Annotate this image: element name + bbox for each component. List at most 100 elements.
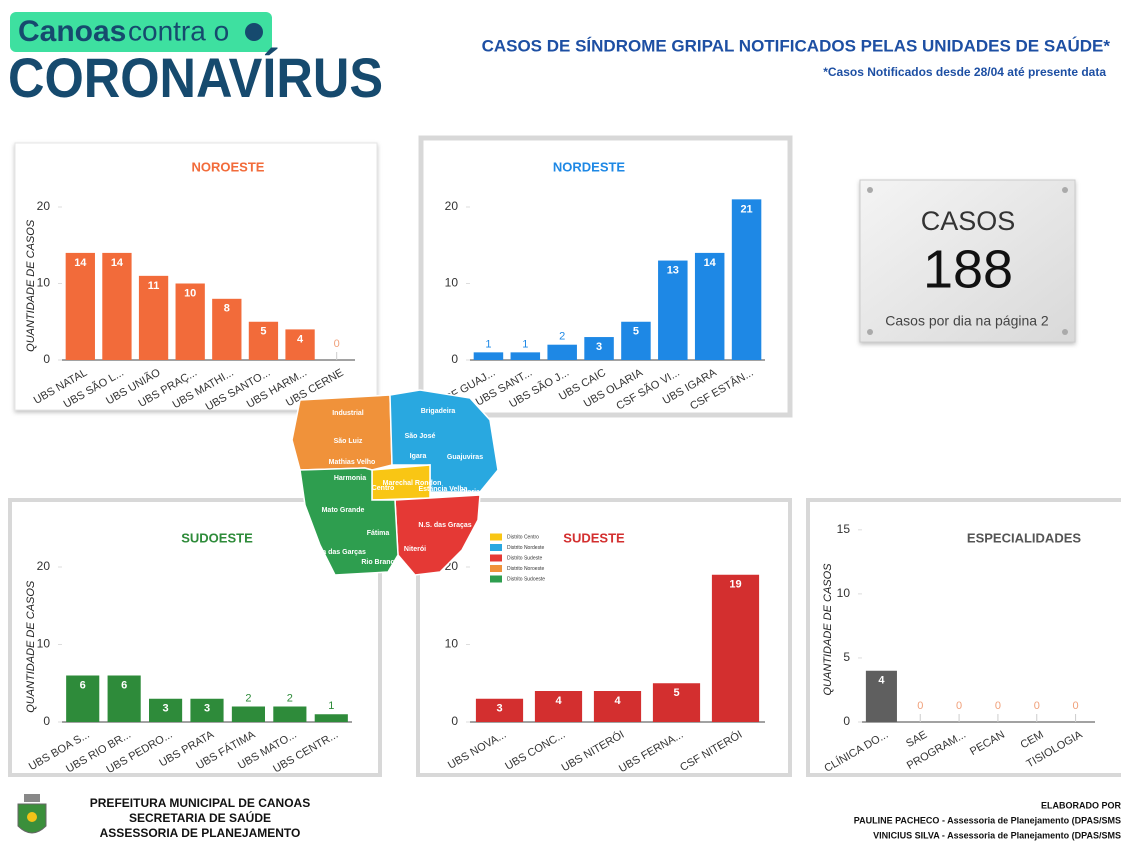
map-legend-label: Distrito Noroeste bbox=[507, 566, 544, 572]
bar bbox=[510, 352, 541, 360]
bar bbox=[731, 199, 762, 360]
data-label: 4 bbox=[555, 695, 562, 707]
map-legend-swatch bbox=[490, 565, 502, 572]
data-label: 0 bbox=[334, 338, 340, 350]
pin bbox=[867, 187, 873, 193]
bar bbox=[248, 321, 279, 360]
data-label: 2 bbox=[287, 692, 293, 704]
logo-virus bbox=[245, 23, 263, 41]
bar bbox=[102, 252, 132, 360]
data-label: 8 bbox=[224, 303, 230, 315]
bar bbox=[547, 344, 577, 360]
data-label: 14 bbox=[111, 257, 124, 269]
data-label: 14 bbox=[704, 257, 717, 269]
data-label: 2 bbox=[559, 331, 565, 343]
bar bbox=[711, 574, 760, 722]
map-label: São Luiz bbox=[334, 438, 363, 445]
data-label: 1 bbox=[485, 338, 491, 350]
bar bbox=[285, 329, 315, 360]
map-label: Mathias Velho bbox=[329, 459, 376, 466]
chart-title: SUDOESTE bbox=[181, 530, 253, 545]
map-legend-label: Distrito Centro bbox=[507, 534, 539, 540]
map-legend-label: Distrito Nordeste bbox=[507, 545, 544, 551]
bar bbox=[65, 252, 95, 360]
y-tick-label: 0 bbox=[451, 714, 458, 728]
map-label: Marechal Rondon bbox=[383, 480, 442, 487]
bar bbox=[473, 352, 504, 360]
y-axis-label: QUANTIDADE DE CASOS bbox=[25, 580, 37, 713]
data-label: 0 bbox=[956, 700, 962, 712]
scorecard bbox=[859, 179, 1076, 343]
pin bbox=[867, 329, 873, 335]
bar bbox=[190, 698, 224, 722]
data-label: 3 bbox=[163, 703, 169, 715]
page-title: CASOS DE SÍNDROME GRIPAL NOTIFICADOS PEL… bbox=[482, 36, 1111, 55]
bar bbox=[694, 252, 725, 360]
scorecard-caption: Casos por dia na página 2 bbox=[885, 313, 1049, 329]
bar bbox=[475, 698, 524, 722]
page-subtitle: *Casos Notificados desde 28/04 até prese… bbox=[823, 65, 1106, 79]
map-label: Olaria bbox=[460, 489, 480, 496]
bar bbox=[658, 260, 688, 360]
y-tick-label: 5 bbox=[843, 650, 850, 664]
logo-rest: contra o bbox=[128, 15, 229, 46]
data-label: 21 bbox=[740, 203, 752, 215]
data-label: 2 bbox=[245, 692, 251, 704]
map-label: N.S. das Graças bbox=[418, 522, 471, 529]
panel bbox=[416, 498, 792, 777]
footer-left: SECRETARIA DE SAÚDE bbox=[129, 810, 271, 825]
map-label: Mato Grande bbox=[322, 507, 365, 514]
panel bbox=[418, 135, 793, 418]
coat-of-arms bbox=[17, 794, 47, 834]
district-southwest bbox=[299, 467, 399, 576]
map-label: São José bbox=[405, 433, 436, 440]
bar bbox=[534, 691, 583, 722]
map-label: Industrial bbox=[332, 410, 364, 417]
data-label: 1 bbox=[328, 700, 334, 712]
data-label: 6 bbox=[80, 679, 86, 691]
map-labels: Industrial Brigadeira São Luiz São José Igar… bbox=[314, 408, 545, 583]
y-tick-label: 0 bbox=[843, 714, 850, 728]
chart-title: SUDESTE bbox=[563, 530, 625, 545]
data-label: 19 bbox=[729, 579, 741, 591]
bar bbox=[593, 691, 642, 722]
data-label: 14 bbox=[74, 257, 87, 269]
map-label: Fátima bbox=[367, 530, 390, 537]
district-map bbox=[291, 389, 499, 576]
data-label: 13 bbox=[667, 264, 679, 276]
bar bbox=[149, 698, 183, 722]
bar bbox=[138, 275, 169, 360]
y-tick-label: 10 bbox=[37, 276, 51, 290]
map-legend-swatch bbox=[490, 554, 502, 562]
data-label: 0 bbox=[995, 700, 1001, 712]
data-label: 0 bbox=[1034, 700, 1040, 712]
map-label: Harmonia bbox=[334, 475, 366, 482]
map-legend-label: Distrito Sudeste bbox=[507, 555, 543, 561]
data-label: 4 bbox=[297, 333, 304, 345]
logo-band bbox=[10, 12, 272, 52]
bar bbox=[212, 298, 242, 360]
y-axis-label: QUANTIDADE DE CASOS bbox=[822, 563, 834, 696]
data-label: 4 bbox=[878, 675, 885, 687]
chart-title: NORDESTE bbox=[553, 159, 626, 174]
bar bbox=[621, 321, 651, 360]
data-label: 5 bbox=[673, 687, 679, 699]
map-legend-swatch bbox=[490, 533, 502, 541]
panel bbox=[806, 498, 1121, 777]
map-legend-swatch bbox=[490, 575, 502, 583]
data-label: 0 bbox=[1073, 700, 1079, 712]
bar bbox=[107, 675, 141, 722]
data-label: 5 bbox=[260, 326, 266, 338]
y-tick-label: 15 bbox=[837, 522, 851, 536]
y-tick-label: 20 bbox=[37, 199, 51, 213]
district-southeast bbox=[394, 494, 481, 576]
data-label: 4 bbox=[614, 695, 621, 707]
pin bbox=[1062, 187, 1068, 193]
map-label: Igara bbox=[410, 453, 427, 460]
y-tick-label: 10 bbox=[837, 586, 851, 600]
panel bbox=[8, 498, 382, 777]
map-label: Centro bbox=[372, 485, 395, 492]
map-label: Niterói bbox=[404, 546, 426, 553]
bar bbox=[273, 706, 307, 722]
